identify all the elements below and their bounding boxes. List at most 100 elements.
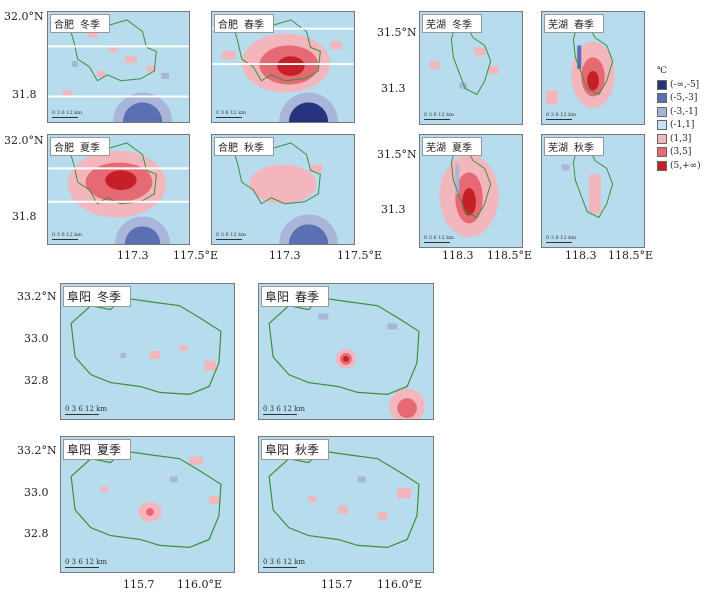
scale-label: 0 3 6 12 km (52, 110, 83, 116)
season-label: 冬季 (97, 290, 122, 304)
legend-swatch (657, 160, 667, 171)
lat-tick: 33.0 (24, 332, 49, 345)
panel-title: 阜阳 夏季 (63, 439, 132, 460)
lon-tick: 118.3 (442, 249, 474, 262)
scale-label: 0 3 6 12 km (546, 112, 577, 118)
legend-swatch (657, 133, 667, 144)
lat-tick: 33.2°N (17, 290, 57, 303)
heat-map-wuhu-winter (429, 17, 499, 96)
scale-label: 0 3 6 12 km (216, 110, 247, 116)
legend-swatch (657, 93, 667, 104)
lon-tick: 115.7 (123, 578, 155, 591)
legend-swatch (657, 147, 667, 158)
legend-item: (3,5] (657, 146, 701, 160)
scale-label: 0 3 6 12 km (424, 235, 455, 241)
scale-label: 0 3 6 12 km (65, 405, 108, 413)
lon-tick: 118.5°E (487, 249, 533, 262)
scale-bar: 0 3 6 12 km (52, 232, 82, 240)
city-label: 芜湖 (426, 20, 446, 31)
color-legend: ℃ (-∞,-5] (-5,-3] (-3,-1] (-1,1] (1,3] (… (657, 66, 701, 173)
scale-label: 0 3 6 12 km (546, 235, 577, 241)
season-label: 秋季 (295, 443, 320, 457)
map-panel-hefei-spring: 合肥 春季 0 3 6 12 km (211, 11, 355, 123)
city-label: 芜湖 (426, 143, 446, 154)
panel-title: 合肥 冬季 (50, 14, 110, 33)
scale-bar: 0 3 6 12 km (546, 235, 576, 243)
legend-label: (1,3] (670, 133, 692, 144)
scale-bar: 0 3 6 12 km (216, 110, 246, 118)
panel-title: 芜湖 秋季 (544, 137, 604, 156)
season-label: 夏季 (97, 443, 122, 457)
lon-tick: 117.3 (269, 249, 301, 262)
lat-tick: 32.8 (24, 527, 49, 540)
panel-title: 芜湖 冬季 (422, 14, 482, 33)
heat-map-hefei-autumn (231, 142, 338, 244)
lat-tick: 31.3 (381, 82, 406, 95)
map-panel-fuyang-autumn: 阜阳 秋季 0 3 6 12 km (258, 436, 434, 573)
map-panel-wuhu-autumn: 芜湖 秋季 0 3 6 12 km (541, 134, 645, 248)
map-panel-wuhu-spring: 芜湖 春季 0 3 6 12 km (541, 11, 645, 125)
panel-title: 芜湖 春季 (544, 14, 604, 33)
lon-tick: 115.7 (321, 578, 353, 591)
city-label: 阜阳 (67, 443, 92, 457)
scale-label: 0 3 6 12 km (263, 405, 306, 413)
season-label: 春季 (244, 20, 264, 31)
city-label: 芜湖 (548, 20, 568, 31)
panel-title: 阜阳 冬季 (63, 286, 132, 307)
lat-tick: 33.2°N (17, 444, 57, 457)
map-panel-fuyang-spring: 阜阳 春季 0 3 6 12 km (258, 283, 434, 420)
legend-swatch (657, 79, 667, 90)
heat-map-hefei-winter (48, 19, 189, 122)
lon-tick: 117.3 (117, 249, 149, 262)
season-label: 夏季 (452, 143, 472, 154)
season-label: 夏季 (80, 143, 100, 154)
season-label: 春季 (574, 20, 594, 31)
city-label: 阜阳 (265, 290, 290, 304)
panel-title: 合肥 春季 (214, 14, 274, 33)
map-panel-wuhu-winter: 芜湖 冬季 0 3 6 12 km (419, 11, 523, 125)
lat-tick: 31.8 (12, 210, 37, 223)
map-panel-hefei-autumn: 合肥 秋季 0 3 6 12 km (211, 134, 355, 245)
heat-map-hefei-spring (212, 19, 354, 122)
lon-tick: 117.5°E (337, 249, 383, 262)
lat-tick: 31.8 (12, 88, 37, 101)
panel-title: 合肥 秋季 (214, 137, 274, 156)
lon-tick: 116.0°E (377, 578, 423, 591)
lat-tick: 32.0°N (4, 134, 44, 147)
legend-item: (-1,1] (657, 119, 701, 133)
lat-tick: 33.0 (24, 486, 49, 499)
lat-tick: 32.8 (24, 374, 49, 387)
legend-label: (-5,-3] (670, 93, 698, 104)
scale-bar: 0 3 6 12 km (216, 232, 246, 240)
lon-tick: 118.5°E (608, 249, 654, 262)
city-label: 阜阳 (265, 443, 290, 457)
legend-label: (3,5] (670, 147, 692, 158)
map-panel-hefei-winter: 合肥 冬季 0 3 6 12 km (47, 11, 190, 123)
heat-map-wuhu-summer (439, 140, 499, 238)
season-label: 冬季 (452, 20, 472, 31)
lat-tick: 31.5°N (377, 148, 417, 161)
city-label: 合肥 (54, 20, 74, 31)
panel-title: 阜阳 秋季 (261, 439, 330, 460)
lat-tick: 32.0°N (4, 10, 44, 23)
legend-item: (5,+∞) (657, 159, 701, 173)
lat-tick: 31.5°N (377, 26, 417, 39)
season-label: 春季 (295, 290, 320, 304)
scale-label: 0 3 6 12 km (52, 232, 83, 238)
legend-label: (-3,-1] (670, 106, 698, 117)
scale-label: 0 3 6 12 km (263, 558, 306, 566)
scale-bar: 0 3 6 12 km (52, 110, 82, 118)
season-label: 秋季 (244, 143, 264, 154)
scale-bar: 0 3 6 12 km (65, 558, 107, 568)
lon-tick: 118.3 (565, 249, 597, 262)
map-panel-hefei-summer: 合肥 夏季 0 3 6 12 km (47, 134, 190, 245)
scale-bar: 0 3 6 12 km (546, 112, 576, 120)
scale-bar: 0 3 6 12 km (263, 558, 305, 568)
legend-label: (5,+∞) (670, 160, 701, 171)
scale-bar: 0 3 6 12 km (424, 112, 454, 120)
scale-bar: 0 3 6 12 km (65, 405, 107, 415)
legend-label: (-∞,-5] (670, 79, 700, 90)
legend-item: (-∞,-5] (657, 78, 701, 92)
legend-item: (-5,-3] (657, 92, 701, 106)
lon-tick: 117.5°E (173, 249, 219, 262)
